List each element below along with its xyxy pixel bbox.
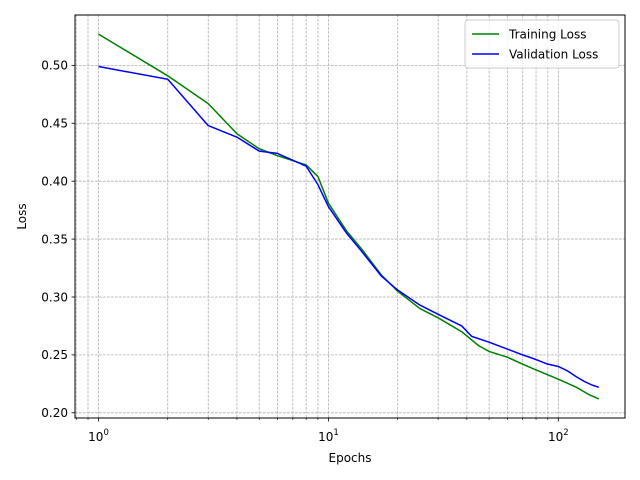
legend-box [464,19,620,69]
series-line-training-loss [98,33,600,400]
series-lines [98,33,600,400]
y-tick-label: 0.20 [41,406,68,420]
grid [75,15,625,418]
x-tick-label: 101 [318,428,339,444]
y-tick-label: 0.30 [41,290,68,304]
y-axis-label: Loss [15,203,29,229]
axis-ticks: 0.20 0.25 0.30 0.35 0.40 0.45 0.50 100 101 102 [41,59,568,444]
y-tick-label: 0.25 [41,348,68,362]
x-tick-label: 102 [548,428,569,444]
x-tick-label: 100 [88,428,109,444]
x-axis-label: Epochs [329,451,372,465]
y-tick-label: 0.50 [41,59,68,73]
legend: Training Loss Validation Loss [464,19,620,69]
y-tick-label: 0.40 [41,174,68,188]
plot-frame [74,14,626,419]
legend-label: Training Loss [508,27,586,41]
y-tick-label: 0.35 [41,232,68,246]
y-tick-label: 0.45 [41,117,68,131]
series-line-validation-loss [98,65,600,389]
legend-label: Validation Loss [509,47,598,61]
